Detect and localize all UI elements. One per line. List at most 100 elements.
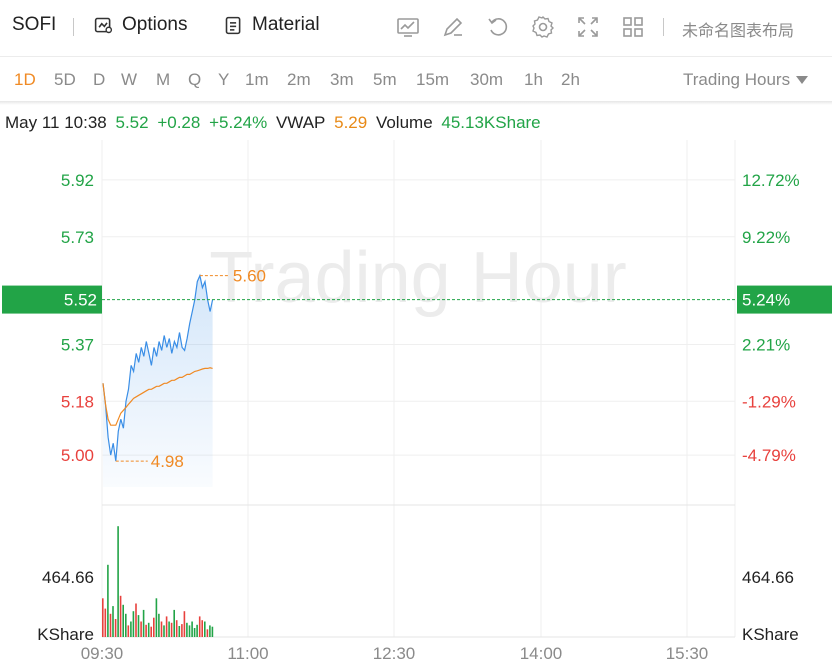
volume-bar bbox=[153, 617, 155, 637]
volume-bar bbox=[119, 595, 122, 637]
volume-axis-tick-right: 464.66 bbox=[742, 568, 794, 587]
layout-name-dropdown[interactable]: 未命名图表布局 bbox=[682, 23, 795, 40]
pct-axis-tick: -4.79% bbox=[742, 446, 796, 465]
period-1d[interactable]: 1D bbox=[14, 70, 36, 89]
volume-label: Volume bbox=[375, 113, 433, 132]
vwap-line bbox=[102, 367, 213, 426]
period-w[interactable]: W bbox=[121, 70, 138, 89]
grid-layout-icon[interactable] bbox=[621, 15, 645, 39]
volume-bar bbox=[206, 629, 209, 637]
volume-bar bbox=[112, 606, 114, 637]
volume-bar bbox=[178, 626, 181, 637]
volume-bar bbox=[183, 611, 186, 637]
volume-bar bbox=[168, 621, 170, 637]
price-area-fill bbox=[103, 275, 213, 487]
quote-datetime: May 11 10:38 bbox=[5, 113, 107, 132]
volume-bar bbox=[209, 625, 211, 637]
settings-icon[interactable] bbox=[531, 15, 555, 39]
volume-bar bbox=[204, 621, 206, 637]
time-axis-tick: 11:00 bbox=[227, 644, 268, 663]
volume-bar bbox=[181, 624, 183, 637]
volume-unit-label: KShare bbox=[37, 625, 94, 644]
fullscreen-icon[interactable] bbox=[576, 15, 600, 39]
period-3m[interactable]: 3m bbox=[330, 70, 354, 89]
reset-icon[interactable] bbox=[486, 15, 510, 39]
chevron-down-icon bbox=[796, 76, 809, 84]
volume-bar bbox=[173, 609, 175, 637]
quote-change: +0.28 bbox=[157, 113, 201, 132]
volume-bar bbox=[114, 619, 117, 637]
volume-unit-label-right: KShare bbox=[742, 625, 799, 644]
period-d[interactable]: D bbox=[93, 70, 106, 89]
volume-bar bbox=[158, 613, 160, 637]
trading-hours-label: Trading Hours bbox=[683, 70, 791, 89]
volume-bar bbox=[137, 615, 140, 637]
material-label: Material bbox=[252, 14, 320, 35]
price-axis-tick: 5.92 bbox=[61, 171, 94, 190]
volume-bar bbox=[104, 608, 107, 637]
quote-price: 5.52 bbox=[115, 113, 149, 132]
header-shadow bbox=[0, 101, 832, 105]
chart-line-icon[interactable] bbox=[396, 15, 420, 39]
volume-bar bbox=[140, 621, 142, 637]
current-price-value: 5.52 bbox=[64, 291, 97, 310]
volume-bar bbox=[165, 616, 168, 637]
volume-bar bbox=[211, 626, 214, 637]
period-q[interactable]: Q bbox=[188, 70, 202, 89]
period-2h[interactable]: 2h bbox=[561, 70, 580, 89]
period-30m[interactable]: 30m bbox=[470, 70, 504, 89]
volume-bar bbox=[193, 628, 196, 637]
volume-bar bbox=[102, 598, 104, 637]
pencil-icon[interactable] bbox=[441, 15, 465, 39]
period-5d[interactable]: 5D bbox=[54, 70, 76, 89]
pct-axis-tick: -1.29% bbox=[742, 392, 796, 411]
volume-axis-tick: 464.66 bbox=[42, 568, 94, 587]
options-label: Options bbox=[122, 14, 188, 35]
volume-bar bbox=[127, 625, 130, 637]
volume-bar bbox=[145, 624, 147, 637]
period-1m[interactable]: 1m bbox=[245, 70, 269, 89]
volume-bar bbox=[163, 625, 165, 637]
options-chart-icon bbox=[94, 17, 113, 33]
volume-bar bbox=[122, 604, 124, 637]
options-button[interactable]: Options bbox=[93, 14, 187, 36]
pct-axis-tick: 12.72% bbox=[742, 171, 800, 190]
volume-bar bbox=[188, 625, 191, 637]
price-axis-tick: 5.18 bbox=[61, 392, 94, 411]
volume-bar bbox=[125, 613, 127, 637]
quote-info-line: May 11 10:38 5.52 +0.28 +5.24% VWAP 5.29… bbox=[5, 113, 545, 133]
volume-bar bbox=[117, 526, 119, 637]
volume-bar bbox=[196, 624, 198, 637]
volume-bar bbox=[142, 609, 145, 637]
pct-axis-tick: 9.22% bbox=[742, 228, 790, 247]
volume-bar bbox=[109, 613, 112, 637]
toolbar-divider bbox=[73, 18, 74, 36]
material-button[interactable]: Material bbox=[223, 14, 320, 36]
trading-hours-dropdown[interactable]: Trading Hours bbox=[683, 70, 809, 90]
document-icon bbox=[225, 16, 241, 34]
vwap-label: VWAP bbox=[275, 113, 326, 132]
vwap-value: 5.29 bbox=[334, 113, 368, 132]
period-m[interactable]: M bbox=[156, 70, 171, 89]
period-15m[interactable]: 15m bbox=[416, 70, 450, 89]
top-toolbar: SOFI Options Material 未命名图表布局 bbox=[0, 0, 832, 56]
period-2m[interactable]: 2m bbox=[287, 70, 311, 89]
time-axis-tick: 14:00 bbox=[520, 644, 563, 663]
period-5m[interactable]: 5m bbox=[373, 70, 397, 89]
symbol-label[interactable]: SOFI bbox=[12, 14, 57, 35]
period-1h[interactable]: 1h bbox=[524, 70, 543, 89]
volume-bar bbox=[170, 622, 173, 637]
volume-bar bbox=[132, 611, 135, 637]
period-y[interactable]: Y bbox=[218, 70, 230, 89]
price-axis-tick: 5.73 bbox=[61, 228, 94, 247]
volume-bar bbox=[186, 622, 188, 637]
period-selector: 1D 5D D W M Q Y 1m 2m 3m 5m 15m 30m 1h 2… bbox=[0, 56, 832, 102]
high-price-label: 5.60 bbox=[233, 267, 266, 286]
toolbar-divider bbox=[663, 18, 664, 36]
volume-bar bbox=[135, 603, 137, 637]
volume-bar bbox=[160, 621, 163, 637]
pct-axis-tick: 2.21% bbox=[742, 335, 790, 354]
volume-bar bbox=[147, 622, 150, 637]
volume-bar bbox=[201, 620, 203, 637]
